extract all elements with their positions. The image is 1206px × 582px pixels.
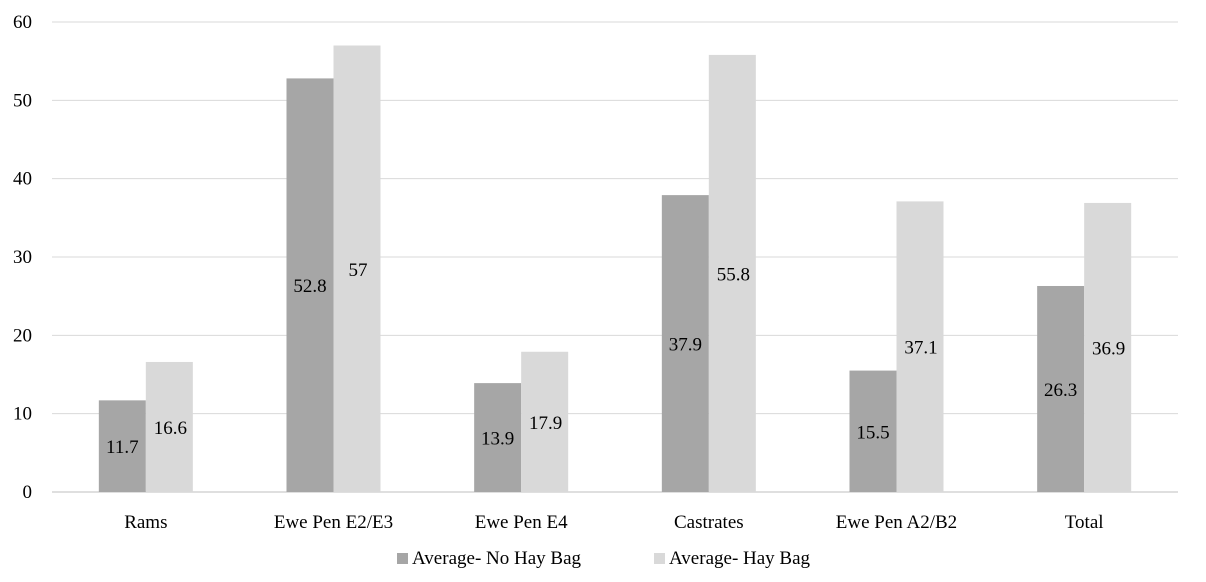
data-label: 26.3 <box>1044 380 1077 401</box>
data-label: 37.9 <box>669 335 702 356</box>
bar-no-hay-bag <box>1037 285 1085 492</box>
bar-no-hay-bag <box>474 383 522 492</box>
x-tick-label: Castrates <box>674 512 744 533</box>
y-tick-label: 40 <box>13 169 32 190</box>
bar-no-hay-bag <box>849 370 897 492</box>
x-tick-label: Ewe Pen E2/E3 <box>274 512 393 533</box>
x-axis-ticks: Rams Ewe Pen E2/E3 Ewe Pen E4 Castrates Ewe … <box>124 512 1103 533</box>
bar-hay-bag <box>521 351 569 492</box>
legend-swatch <box>397 553 408 564</box>
y-tick-label: 20 <box>13 325 32 346</box>
y-tick-label: 50 <box>13 90 32 111</box>
bar-hay-bag <box>896 201 944 492</box>
gridlines <box>52 21 1178 493</box>
legend-swatch <box>654 553 665 564</box>
x-tick-label: Total <box>1065 512 1104 533</box>
bar-hay-bag <box>1084 202 1132 492</box>
data-label: 15.5 <box>856 422 889 443</box>
bar-no-hay-bag <box>286 78 334 493</box>
y-tick-label: 30 <box>13 247 32 268</box>
bar-hay-bag <box>145 361 193 492</box>
data-label: 36.9 <box>1092 338 1125 359</box>
bar-no-hay-bag <box>98 400 146 492</box>
data-labels: 11.7 16.6 52.8 57 13.9 17.9 37.9 55.8 15.5 37.1 26… <box>106 260 1125 458</box>
data-label: 16.6 <box>154 418 187 439</box>
bars <box>98 45 1132 493</box>
x-tick-label: Ewe Pen E4 <box>475 512 568 533</box>
bar-hay-bag <box>708 54 756 493</box>
y-tick-label: 60 <box>13 12 32 33</box>
data-label: 17.9 <box>529 413 562 434</box>
bar-hay-bag <box>333 45 381 492</box>
data-label: 57 <box>349 260 368 281</box>
data-label: 13.9 <box>481 429 514 450</box>
data-label: 11.7 <box>106 437 139 458</box>
legend-label: Average- No Hay Bag <box>412 548 581 569</box>
y-tick-label: 10 <box>13 404 32 425</box>
x-tick-label: Ewe Pen A2/B2 <box>836 512 957 533</box>
bar-no-hay-bag <box>661 195 709 492</box>
legend-label: Average- Hay Bag <box>669 548 811 569</box>
data-label: 37.1 <box>904 338 937 359</box>
y-axis-ticks: 0 10 20 30 40 50 60 <box>13 12 32 503</box>
data-label: 52.8 <box>293 276 326 297</box>
y-tick-label: 0 <box>23 482 33 503</box>
x-tick-label: Rams <box>124 512 167 533</box>
data-label: 55.8 <box>717 264 750 285</box>
legend: Average- No Hay Bag Average- Hay Bag <box>397 548 811 569</box>
